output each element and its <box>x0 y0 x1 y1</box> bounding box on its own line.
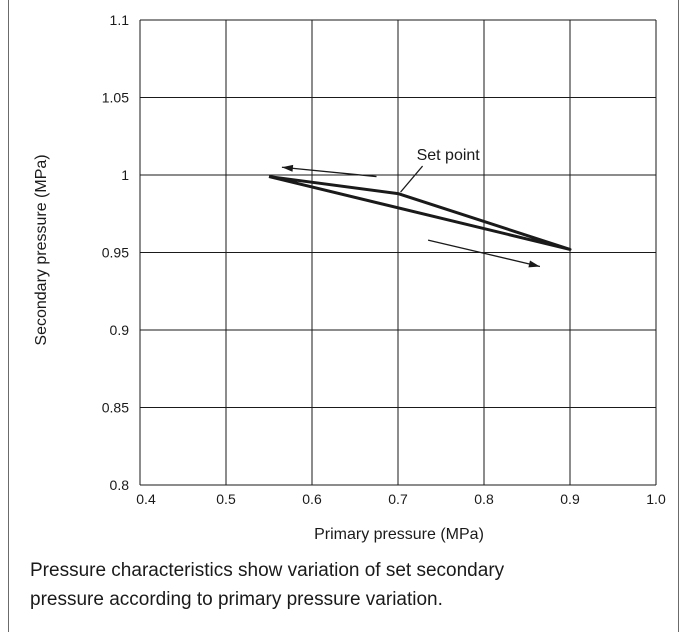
annotation-leader <box>400 165 424 193</box>
x-tick-label: 1.0 <box>646 491 666 507</box>
grid <box>139 19 657 486</box>
y-tick-label: 1.1 <box>110 12 130 28</box>
x-tick-label: 0.6 <box>302 491 322 507</box>
figure-caption: Pressure characteristics show variation … <box>30 556 650 614</box>
y-tick-label: 0.95 <box>102 245 129 261</box>
direction-arrow <box>281 164 377 178</box>
x-tick-label: 0.5 <box>216 491 236 507</box>
y-tick-label: 0.8 <box>110 477 130 493</box>
series-layer <box>268 175 572 251</box>
y-tick-label: 0.9 <box>110 322 130 338</box>
y-tick-label: 1.05 <box>102 90 129 106</box>
y-tick-labels: 0.8 0.85 0.9 0.95 1 1.05 1.1 <box>102 12 129 493</box>
direction-arrow <box>427 239 541 268</box>
x-tick-label: 0.7 <box>388 491 408 507</box>
x-axis-title: Primary pressure (MPa) <box>314 526 484 543</box>
x-tick-labels: 0.4 0.5 0.6 0.7 0.8 0.9 1.0 <box>136 491 666 507</box>
figure-frame <box>8 0 679 632</box>
x-tick-label: 0.8 <box>474 491 494 507</box>
y-tick-label: 1 <box>121 167 129 183</box>
annotation-layer: Set point <box>400 147 481 193</box>
x-tick-label: 0.4 <box>136 491 156 507</box>
caption-line-2: pressure according to primary pressure v… <box>30 589 443 610</box>
y-axis-title: Secondary pressure (MPa) <box>33 154 50 345</box>
y-tick-label: 0.85 <box>102 400 129 416</box>
series-line <box>268 175 572 251</box>
arrow-layer <box>281 164 541 268</box>
set-point-label: Set point <box>417 147 481 164</box>
caption-line-1: Pressure characteristics show variation … <box>30 560 505 581</box>
x-tick-label: 0.9 <box>560 491 580 507</box>
